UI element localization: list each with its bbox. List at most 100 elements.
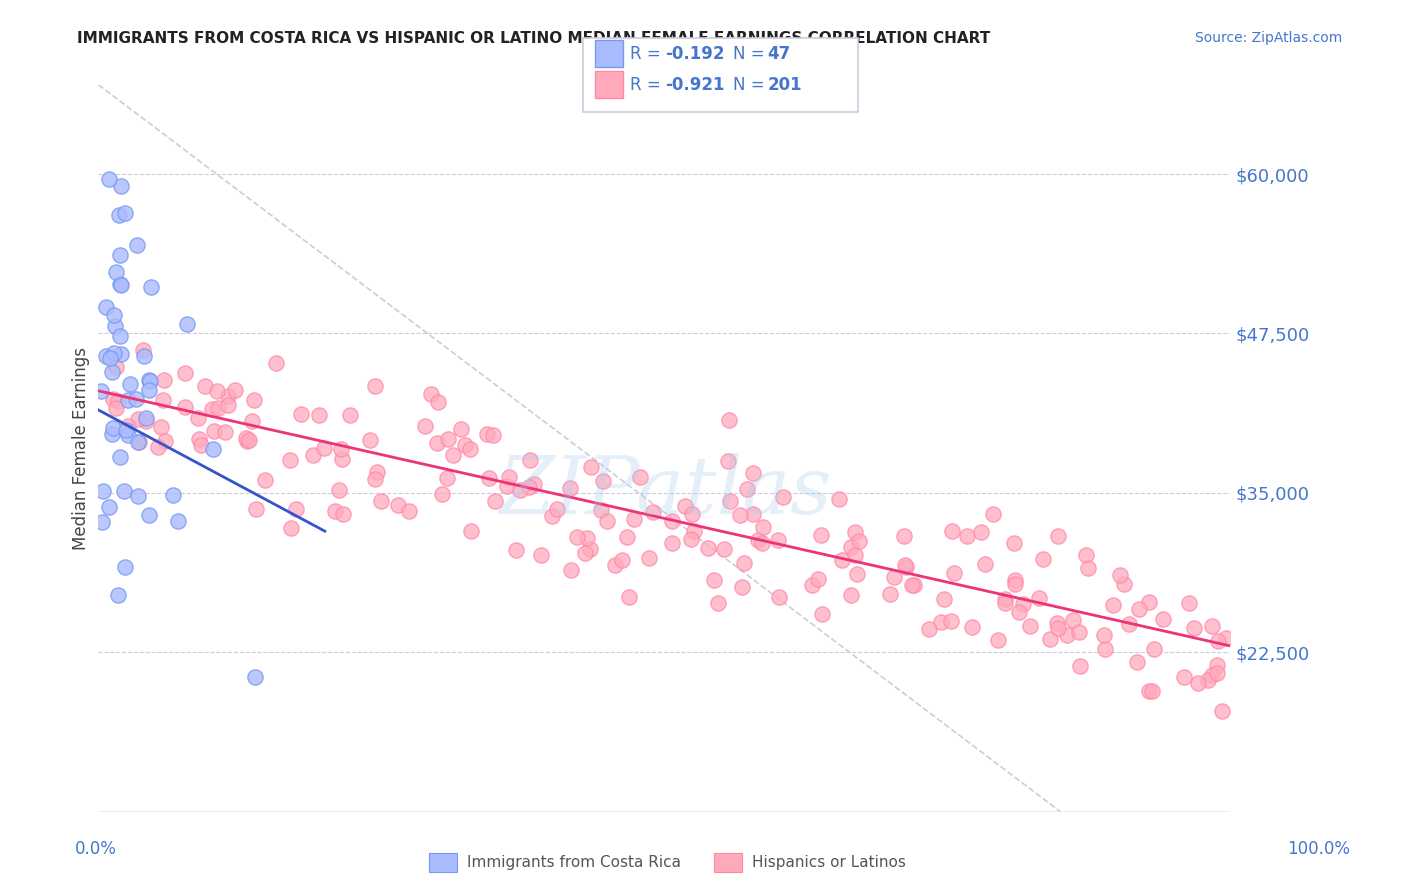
Point	[523, 476, 546, 491]
Point	[1032, 552, 1054, 566]
Point	[1069, 625, 1091, 640]
Point	[308, 408, 330, 422]
Point	[530, 549, 553, 563]
Point	[751, 520, 773, 534]
Point	[558, 481, 581, 495]
Point	[1118, 616, 1140, 631]
Point	[1211, 704, 1233, 718]
Point	[603, 558, 626, 573]
Point	[138, 508, 160, 523]
Point	[478, 471, 501, 485]
Point	[894, 558, 917, 573]
Point	[495, 479, 517, 493]
Point	[628, 470, 651, 484]
Point	[201, 442, 224, 457]
Text: N =: N =	[733, 76, 769, 94]
Point	[1206, 633, 1229, 648]
Point	[519, 452, 541, 467]
Point	[110, 328, 132, 343]
Point	[238, 433, 260, 447]
Point	[1201, 668, 1223, 682]
Text: 47: 47	[768, 45, 792, 62]
Point	[969, 524, 991, 539]
Point	[1101, 598, 1123, 612]
Point	[278, 452, 301, 467]
Point	[772, 490, 794, 504]
Point	[398, 504, 420, 518]
Point	[707, 596, 730, 610]
Point	[104, 401, 127, 415]
Point	[718, 494, 741, 508]
Point	[108, 247, 131, 261]
Point	[560, 563, 582, 577]
Point	[387, 498, 409, 512]
Point	[426, 436, 449, 450]
Point	[733, 556, 755, 570]
Point	[152, 393, 174, 408]
Point	[1109, 567, 1132, 582]
Point	[981, 507, 1004, 521]
Point	[370, 493, 392, 508]
Point	[110, 179, 132, 194]
Point	[879, 587, 901, 601]
Point	[173, 400, 195, 414]
Point	[751, 536, 773, 550]
Point	[104, 318, 127, 333]
Point	[766, 533, 789, 547]
Point	[575, 531, 598, 545]
Point	[117, 393, 139, 408]
Point	[683, 524, 706, 538]
Point	[201, 401, 224, 416]
Point	[366, 465, 388, 479]
Point	[509, 483, 531, 497]
Point	[153, 373, 176, 387]
Point	[90, 384, 112, 398]
Point	[217, 398, 239, 412]
Point	[98, 351, 121, 365]
Text: Immigrants from Costa Rica: Immigrants from Costa Rica	[467, 855, 681, 870]
Point	[325, 504, 347, 518]
Point	[505, 543, 527, 558]
Point	[187, 432, 209, 446]
Point	[107, 588, 129, 602]
Point	[91, 515, 114, 529]
Point	[127, 489, 149, 503]
Point	[125, 392, 148, 407]
Point	[120, 377, 142, 392]
Point	[918, 622, 941, 636]
Text: R =: R =	[630, 76, 666, 94]
Point	[1077, 561, 1099, 575]
Point	[127, 238, 149, 252]
Point	[973, 557, 995, 571]
Point	[131, 343, 153, 357]
Point	[1128, 602, 1150, 616]
Point	[202, 424, 225, 438]
Point	[845, 566, 868, 581]
Point	[800, 578, 823, 592]
Point	[1004, 573, 1026, 587]
Point	[941, 524, 963, 538]
Point	[574, 546, 596, 560]
Point	[284, 502, 307, 516]
Point	[339, 408, 361, 422]
Text: IMMIGRANTS FROM COSTA RICA VS HISPANIC OR LATINO MEDIAN FEMALE EARNINGS CORRELAT: IMMIGRANTS FROM COSTA RICA VS HISPANIC O…	[77, 31, 991, 46]
Point	[1046, 621, 1069, 635]
Point	[893, 529, 915, 543]
Point	[162, 488, 184, 502]
Point	[114, 206, 136, 220]
Point	[359, 433, 381, 447]
Point	[150, 420, 173, 434]
Point	[187, 411, 209, 425]
Point	[717, 412, 740, 426]
Point	[1182, 621, 1205, 635]
Point	[679, 533, 702, 547]
Point	[427, 395, 450, 409]
Point	[266, 356, 288, 370]
Point	[1215, 631, 1237, 645]
Point	[105, 265, 128, 279]
Point	[717, 454, 740, 468]
Point	[110, 278, 132, 293]
Point	[900, 578, 922, 592]
Point	[224, 383, 246, 397]
Point	[108, 277, 131, 291]
